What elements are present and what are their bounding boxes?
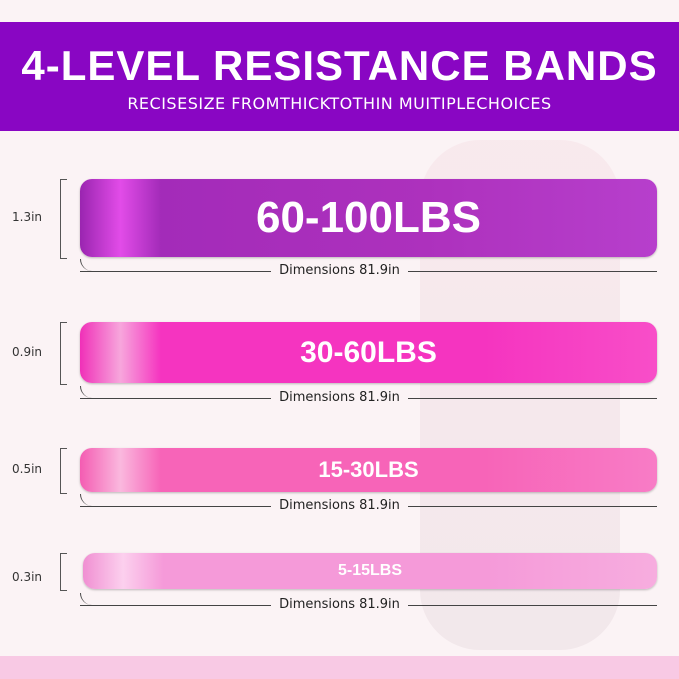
thickness-bracket: [60, 553, 67, 591]
subtitle: RECISESIZE FROMTHICKTOTHIN MUITIPLECHOIC…: [127, 94, 552, 113]
dimension-label: Dimensions 81.9in: [271, 263, 408, 278]
header-banner: 4-LEVEL RESISTANCE BANDS RECISESIZE FROM…: [0, 22, 679, 131]
thickness-label: 0.5in: [12, 462, 43, 476]
page-title: 4-LEVEL RESISTANCE BANDS: [21, 42, 658, 89]
thickness-label: 1.3in: [12, 210, 43, 224]
dimension-label: Dimensions 81.9in: [271, 390, 408, 405]
thickness-label: 0.9in: [12, 345, 43, 359]
band-60-100lbs: 60-100LBS: [80, 179, 657, 257]
thickness-bracket: [60, 322, 67, 385]
thickness-bracket: [60, 448, 67, 494]
band-5-15lbs: 5-15LBS: [83, 553, 657, 589]
thickness-label: 0.3in: [12, 570, 43, 584]
thickness-bracket: [60, 179, 67, 259]
band-15-30lbs: 15-30LBS: [80, 448, 657, 492]
band-30-60lbs: 30-60LBS: [80, 322, 657, 383]
dimension-label: Dimensions 81.9in: [271, 498, 408, 513]
bottom-strip: [0, 656, 679, 679]
dimension-label: Dimensions 81.9in: [271, 597, 408, 612]
